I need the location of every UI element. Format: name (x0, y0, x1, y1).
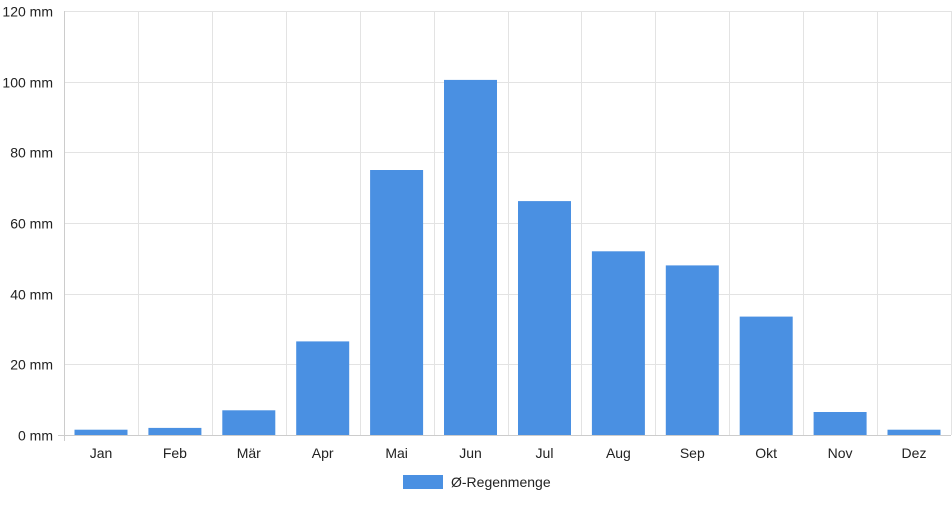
bar-apr[interactable] (296, 341, 350, 435)
x-tick-label: Mai (385, 445, 408, 461)
bar-mai[interactable] (370, 170, 424, 435)
y-tick-label: 40 mm (10, 287, 53, 303)
bar-okt[interactable] (739, 316, 793, 435)
x-tick-label: Feb (163, 445, 187, 461)
y-tick-label: 60 mm (10, 216, 53, 232)
bar-nov[interactable] (813, 412, 867, 435)
legend-label: Ø-Regenmenge (451, 474, 551, 490)
legend[interactable]: Ø-Regenmenge (403, 474, 551, 490)
y-tick-label: 80 mm (10, 145, 53, 161)
x-tick-label: Jun (459, 445, 482, 461)
x-tick-label: Dez (902, 445, 927, 461)
y-tick-label: 20 mm (10, 357, 53, 373)
x-tick-label: Sep (680, 445, 705, 461)
bar-jun[interactable] (444, 79, 497, 436)
y-tick-label: 0 mm (18, 428, 53, 444)
bar-jul[interactable] (518, 201, 571, 435)
x-tick-label: Jul (536, 445, 554, 461)
x-tick-label: Okt (755, 445, 777, 461)
y-axis-tick-labels: 0 mm 20 mm 40 mm 60 mm 80 mm 100 mm 120 mm (2, 4, 53, 444)
bar-sep[interactable] (665, 265, 719, 435)
x-tick-label: Mär (237, 445, 261, 461)
x-tick-label: Apr (312, 445, 334, 461)
x-tick-label: Jan (90, 445, 113, 461)
grid-layer (58, 11, 952, 441)
bar-jan[interactable] (74, 429, 128, 435)
y-tick-label: 100 mm (2, 75, 53, 91)
bar-layer (74, 79, 941, 436)
bar-feb[interactable] (148, 427, 202, 435)
y-tick-label: 120 mm (2, 4, 53, 20)
x-tick-label: Nov (828, 445, 853, 461)
x-tick-label: Aug (606, 445, 631, 461)
bar-dez[interactable] (887, 429, 941, 435)
legend-swatch (403, 475, 443, 489)
bar-aug[interactable] (591, 251, 645, 435)
bar-mär[interactable] (222, 410, 276, 435)
x-axis-tick-labels: Jan Feb Mär Apr Mai Jun Jul Aug Sep Okt Nov Dez (90, 445, 927, 461)
